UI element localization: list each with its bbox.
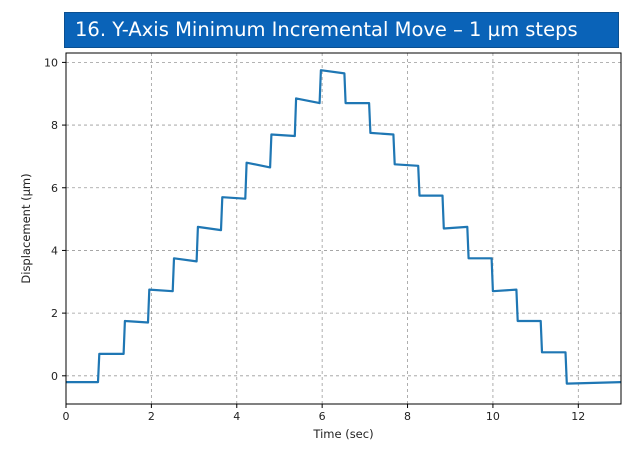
plot-frame — [65, 52, 622, 405]
series-line — [66, 69, 622, 385]
y-tick-label: 6 — [51, 182, 58, 195]
y-tick-label: 10 — [44, 56, 58, 69]
x-tick-label: 2 — [148, 410, 155, 423]
x-tick-label: 4 — [233, 410, 240, 423]
grid — [65, 53, 621, 404]
x-tick-label: 0 — [63, 410, 70, 423]
x-tick-label: 12 — [571, 410, 585, 423]
series-layer — [66, 69, 622, 385]
chart-title-banner: 16. Y-Axis Minimum Incremental Move – 1 … — [64, 12, 619, 48]
x-tick-label: 6 — [319, 410, 326, 423]
y-tick-label: 2 — [51, 307, 58, 320]
y-tick-label: 8 — [51, 119, 58, 132]
y-tick-label: 0 — [51, 370, 58, 383]
x-tick-label: 10 — [486, 410, 500, 423]
ticks: 0 2 4 6 8 10 12 0 2 4 6 8 10 — [44, 56, 585, 423]
x-axis-label: Time (sec) — [312, 427, 373, 441]
y-tick-label: 4 — [51, 244, 58, 257]
y-axis-label: Displacement (µm) — [19, 173, 33, 283]
x-tick-label: 8 — [404, 410, 411, 423]
